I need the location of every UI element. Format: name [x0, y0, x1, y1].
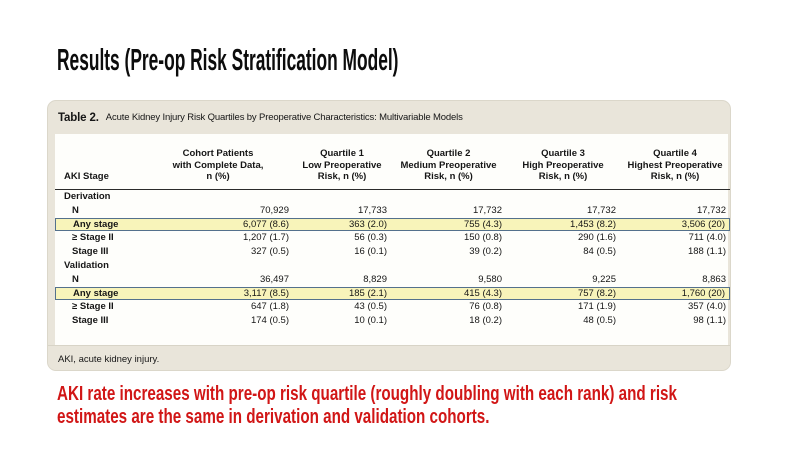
data-table: AKI Stage Cohort Patients with Complete … — [55, 134, 730, 328]
page-title: Results (Pre-op Risk Stratification Mode… — [57, 42, 399, 77]
table-row-derivation-stage-2: ≥ Stage II 1,207 (1.7) 56 (0.3) 150 (0.8… — [72, 231, 726, 243]
table-footnote: AKI, acute kidney injury. — [58, 353, 160, 365]
table-title: Acute Kidney Injury Risk Quartiles by Pr… — [105, 112, 463, 123]
column-header-quartile-4: Quartile 4 Highest Preoperative Risk, n … — [620, 134, 730, 190]
table-row-derivation-n: N 70,929 17,733 17,732 17,732 17,732 — [72, 204, 726, 216]
column-header-cohort: Cohort Patients with Complete Data, n (%… — [143, 134, 293, 190]
table-row-derivation-stage-3: Stage III 327 (0.5) 16 (0.1) 39 (0.2) 84… — [72, 245, 726, 257]
caption-line-1: AKI rate increases with pre-op risk quar… — [57, 383, 677, 405]
table-row-validation-stage-2: ≥ Stage II 647 (1.8) 43 (0.5) 76 (0.8) 1… — [72, 300, 726, 312]
table-row-validation-n: N 36,497 8,829 9,580 9,225 8,863 — [72, 273, 726, 285]
column-header-quartile-1: Quartile 1 Low Preoperative Risk, n (%) — [293, 134, 391, 190]
table-footnote-bar: AKI, acute kidney injury. — [48, 345, 730, 370]
takeaway-caption: AKI rate increases with pre-op risk quar… — [57, 383, 749, 429]
column-header-quartile-2: Quartile 2 Medium Preoperative Risk, n (… — [391, 134, 506, 190]
column-header-aki-stage: AKI Stage — [55, 134, 143, 190]
column-header-quartile-3: Quartile 3 High Preoperative Risk, n (%) — [506, 134, 620, 190]
table-title-bar: Table 2. Acute Kidney Injury Risk Quarti… — [48, 101, 730, 134]
table-number-label: Table 2. — [58, 111, 99, 124]
header-row: AKI Stage Cohort Patients with Complete … — [55, 134, 730, 190]
caption-line-2: estimates are the same in derivation and… — [57, 406, 490, 428]
table-body-panel: AKI Stage Cohort Patients with Complete … — [55, 134, 730, 345]
section-row-derivation: Derivation — [64, 190, 111, 202]
table-row-derivation-any-stage-highlighted: Any stage 6,077 (8.6) 363 (2.0) 755 (4.3… — [55, 217, 730, 231]
table-card: Table 2. Acute Kidney Injury Risk Quarti… — [47, 100, 731, 371]
table-row-validation-any-stage-highlighted: Any stage 3,117 (8.5) 185 (2.1) 415 (4.3… — [55, 286, 730, 300]
table-row-validation-stage-3: Stage III 174 (0.5) 10 (0.1) 18 (0.2) 48… — [72, 314, 726, 326]
section-row-validation: Validation — [64, 259, 109, 271]
